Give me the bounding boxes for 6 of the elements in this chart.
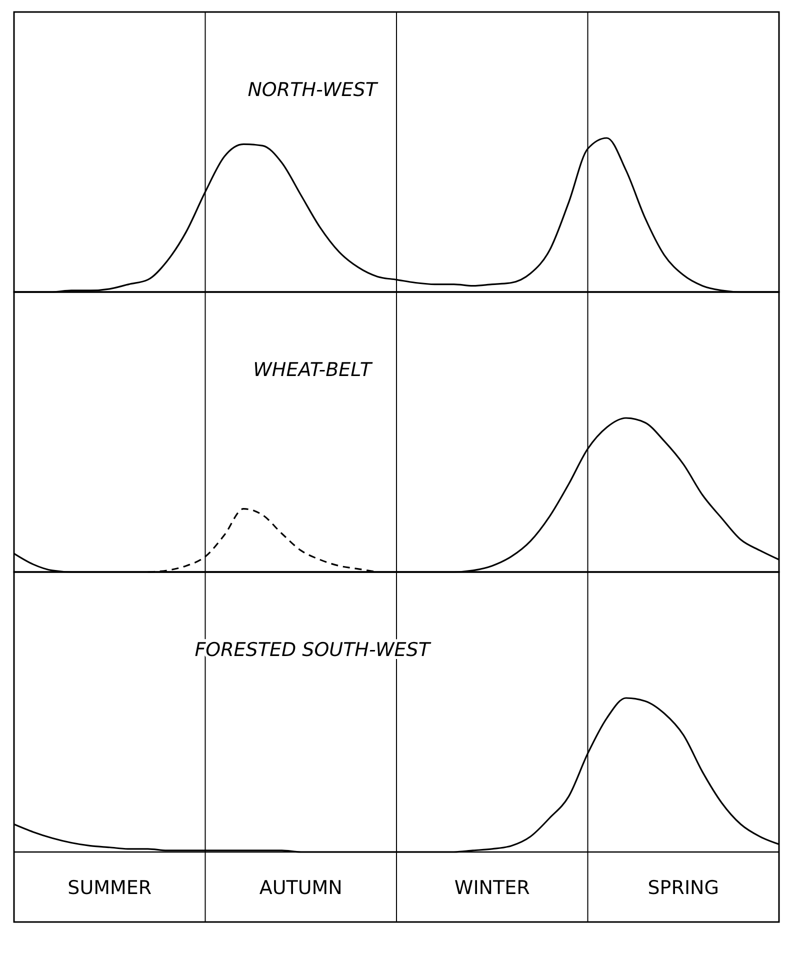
x-tick-label: SUMMER	[68, 877, 152, 899]
x-tick-label: AUTUMN	[259, 877, 342, 899]
chart-title: WHEAT-BELT	[253, 359, 373, 381]
chart-title: NORTH-WEST	[248, 79, 378, 101]
x-tick-label: SPRING	[648, 877, 720, 899]
x-tick-label: WINTER	[454, 877, 530, 899]
